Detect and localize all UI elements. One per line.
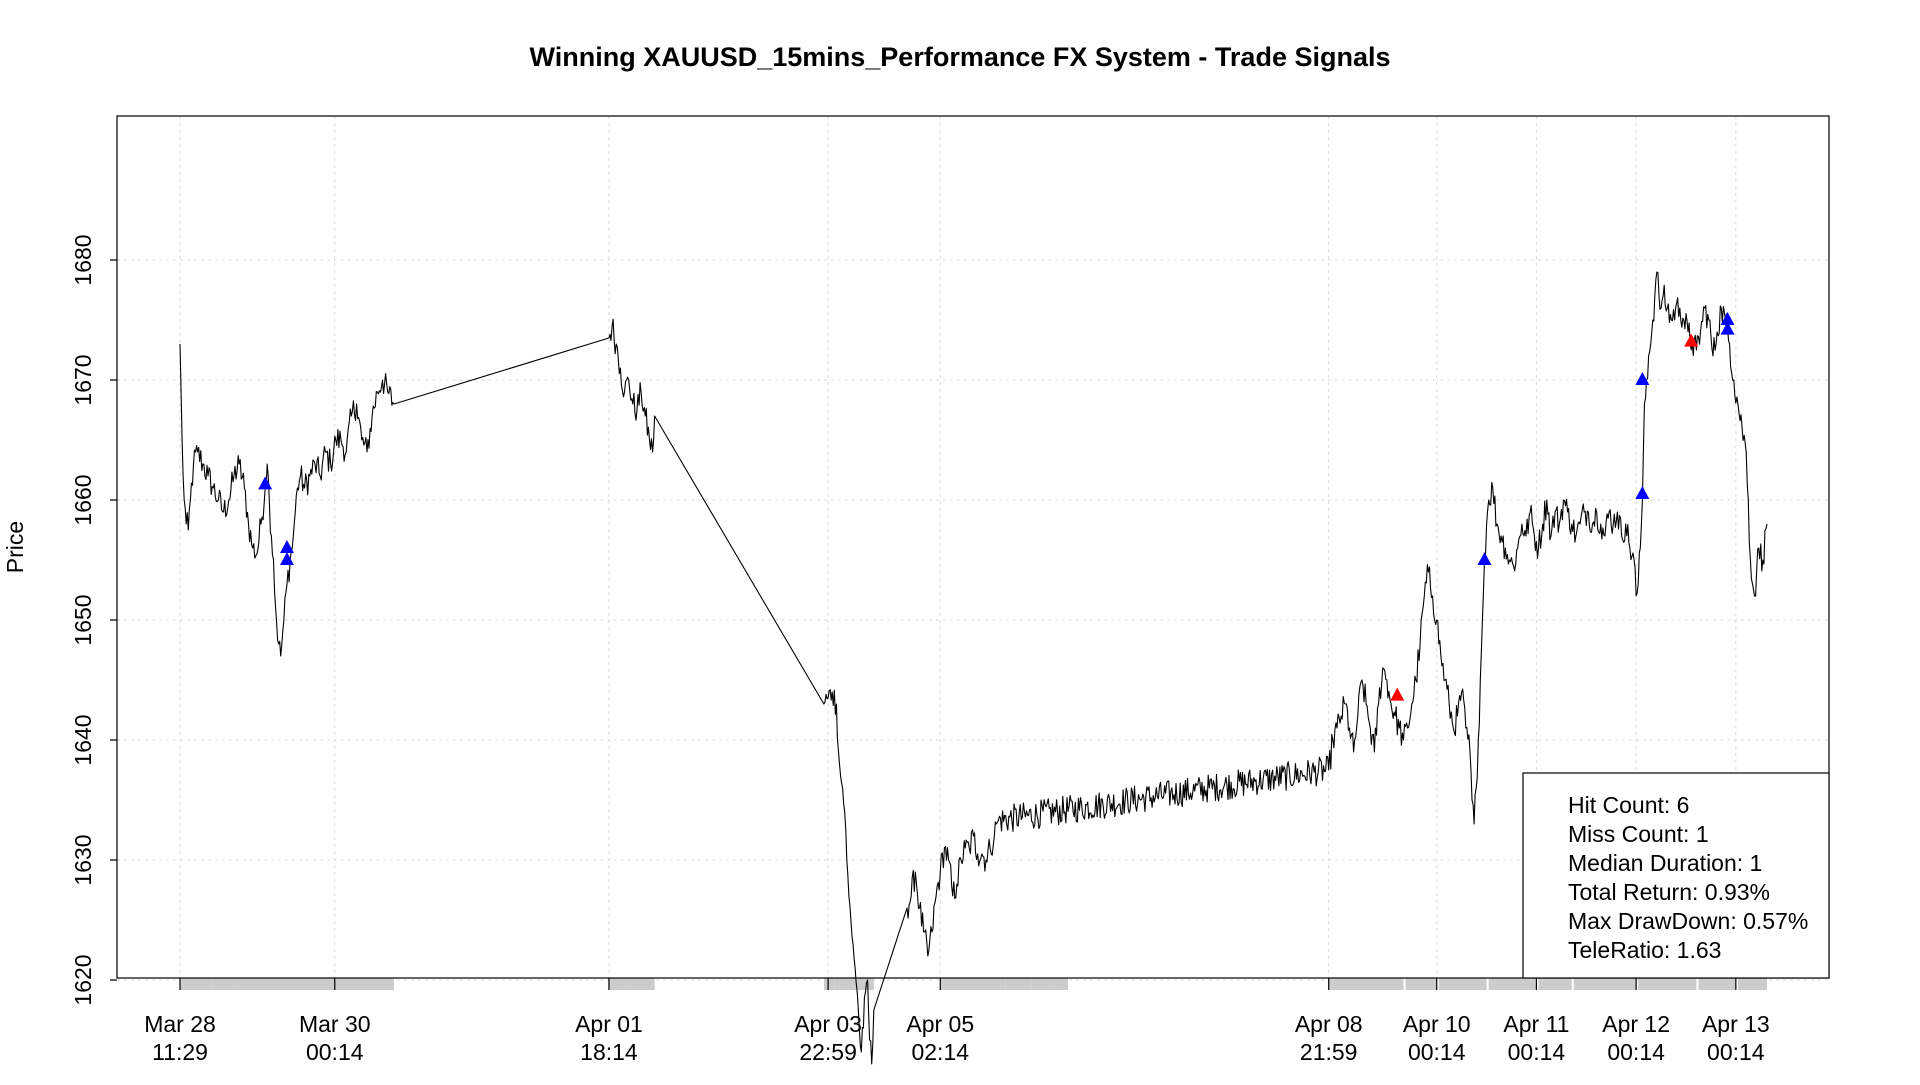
chart-title: Winning XAUUSD_15mins_Performance FX Sys… — [529, 42, 1390, 72]
session-band — [334, 978, 394, 990]
y-tick-label: 1640 — [70, 714, 96, 765]
x-tick-date: Mar 28 — [144, 1011, 216, 1037]
trade-signals — [258, 312, 1735, 701]
session-band — [237, 978, 335, 990]
session-band — [1031, 978, 1053, 990]
x-tick-time: 22:59 — [799, 1039, 857, 1065]
legend-line: Median Duration: 1 — [1568, 850, 1762, 876]
x-tick-time: 00:14 — [306, 1039, 364, 1065]
signal-marker — [1477, 552, 1492, 565]
signal-marker — [1720, 321, 1735, 335]
legend-box — [1522, 772, 1830, 979]
y-tick-label: 1620 — [70, 954, 96, 1005]
x-tick-time: 11:29 — [152, 1039, 208, 1065]
legend: Hit Count: 6 Miss Count: 1 Median Duration… — [1522, 772, 1830, 979]
session-band — [626, 978, 655, 990]
legend-line: Total Return: 0.93% — [1568, 879, 1770, 905]
x-tick-date: Apr 05 — [906, 1011, 974, 1037]
signal-marker — [1635, 486, 1650, 499]
legend-line: Miss Count: 1 — [1568, 821, 1709, 847]
session-bands — [180, 978, 1767, 990]
session-band — [1488, 978, 1537, 990]
session-band — [940, 978, 1006, 990]
y-tick-label: 1680 — [70, 234, 96, 285]
signal-marker — [1684, 333, 1699, 347]
session-band — [1005, 978, 1032, 990]
session-band — [823, 978, 835, 990]
x-tick-time: 02:14 — [911, 1039, 969, 1065]
signal-marker — [1390, 687, 1405, 701]
y-tick-label: 1660 — [70, 474, 96, 525]
signal-marker — [1720, 312, 1735, 325]
x-tick-date: Apr 11 — [1503, 1011, 1569, 1037]
session-band — [1328, 978, 1333, 990]
signal-marker — [1635, 372, 1650, 385]
signal-marker — [279, 552, 294, 565]
x-tick-date: Apr 01 — [575, 1011, 643, 1037]
signal-marker — [258, 476, 273, 490]
plot-frame — [116, 115, 1830, 979]
x-tick-time: 00:14 — [1607, 1039, 1665, 1065]
x-tick-date: Apr 13 — [1702, 1011, 1770, 1037]
price-line — [179, 271, 1768, 1065]
x-tick-time: 00:14 — [1408, 1039, 1466, 1065]
x-tick-date: Apr 03 — [794, 1011, 862, 1037]
legend-line: Hit Count: 6 — [1568, 792, 1689, 818]
x-tick-time: 00:14 — [1707, 1039, 1765, 1065]
session-band — [1405, 978, 1437, 990]
y-axis-label: Price — [2, 521, 28, 573]
session-band — [1538, 978, 1572, 990]
legend-line: TeleRatio: 1.63 — [1568, 937, 1721, 963]
x-tick-time: 18:14 — [580, 1039, 638, 1065]
x-tick-time: 00:14 — [1508, 1039, 1566, 1065]
y-tick-label: 1630 — [70, 834, 96, 885]
session-band — [608, 978, 627, 990]
y-tick-label: 1650 — [70, 594, 96, 645]
x-tick-date: Apr 12 — [1602, 1011, 1670, 1037]
session-band — [1737, 978, 1767, 990]
session-band — [180, 978, 212, 990]
legend-line: Max DrawDown: 0.57% — [1568, 908, 1808, 934]
price-series — [179, 271, 1768, 1065]
y-tick-label: 1670 — [70, 354, 96, 405]
x-tick-date: Apr 08 — [1295, 1011, 1363, 1037]
session-band — [1332, 978, 1404, 990]
session-band — [1052, 978, 1069, 990]
x-tick-time: 21:59 — [1300, 1039, 1358, 1065]
session-band — [1573, 978, 1637, 990]
session-band — [1438, 978, 1487, 990]
x-tick-date: Mar 30 — [299, 1011, 371, 1037]
session-band — [1698, 978, 1736, 990]
x-tick-date: Apr 10 — [1403, 1011, 1471, 1037]
session-band — [1638, 978, 1697, 990]
session-band — [834, 978, 874, 990]
y-axis: 1620 1630 1640 1650 1660 1670 1680 — [70, 234, 117, 1006]
signal-marker — [279, 540, 294, 553]
session-band — [211, 978, 238, 990]
